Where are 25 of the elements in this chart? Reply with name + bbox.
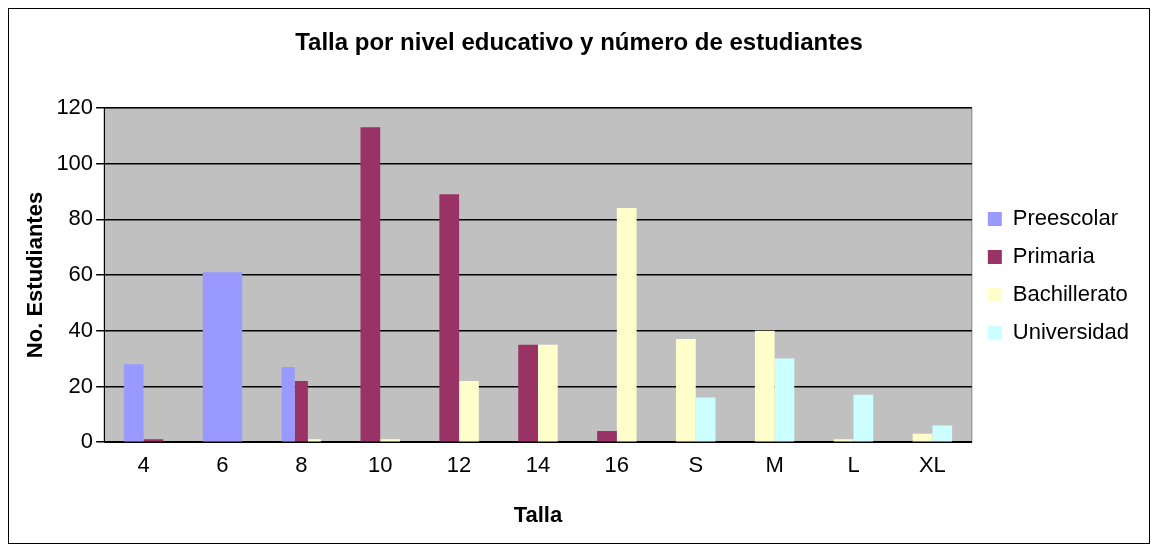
x-tick-label: 16 <box>604 452 630 478</box>
legend-label: Preescolar <box>1012 205 1118 231</box>
x-tick-label: 14 <box>525 452 551 478</box>
y-axis-title: No. Estudiantes <box>22 191 48 359</box>
y-tick-label: 0 <box>80 428 94 454</box>
y-tick-label: 60 <box>68 261 94 287</box>
x-tick-label: XL <box>918 452 946 478</box>
y-tick-label: 20 <box>68 372 94 398</box>
legend-label: Primaria <box>1012 243 1096 269</box>
x-tick-label: 12 <box>446 452 472 478</box>
y-tick-label: 100 <box>56 149 94 175</box>
y-tick-label: 80 <box>68 205 94 231</box>
x-tick-label: M <box>765 452 784 478</box>
x-tick-label: S <box>688 452 704 478</box>
x-tick-label: 10 <box>367 452 393 478</box>
x-axis-title: Talla <box>513 501 563 527</box>
legend-label: Universidad <box>1012 319 1130 345</box>
x-tick-label: 6 <box>216 452 229 478</box>
x-tick-label: 8 <box>295 452 308 478</box>
chart-title: Talla por nivel educativo y número de estudiantes <box>295 28 863 56</box>
y-tick-label: 120 <box>56 93 94 119</box>
x-tick-label: L <box>847 452 860 478</box>
x-tick-label: 4 <box>137 452 150 478</box>
y-tick-label: 40 <box>68 316 94 342</box>
legend-label: Bachillerato <box>1012 281 1128 307</box>
